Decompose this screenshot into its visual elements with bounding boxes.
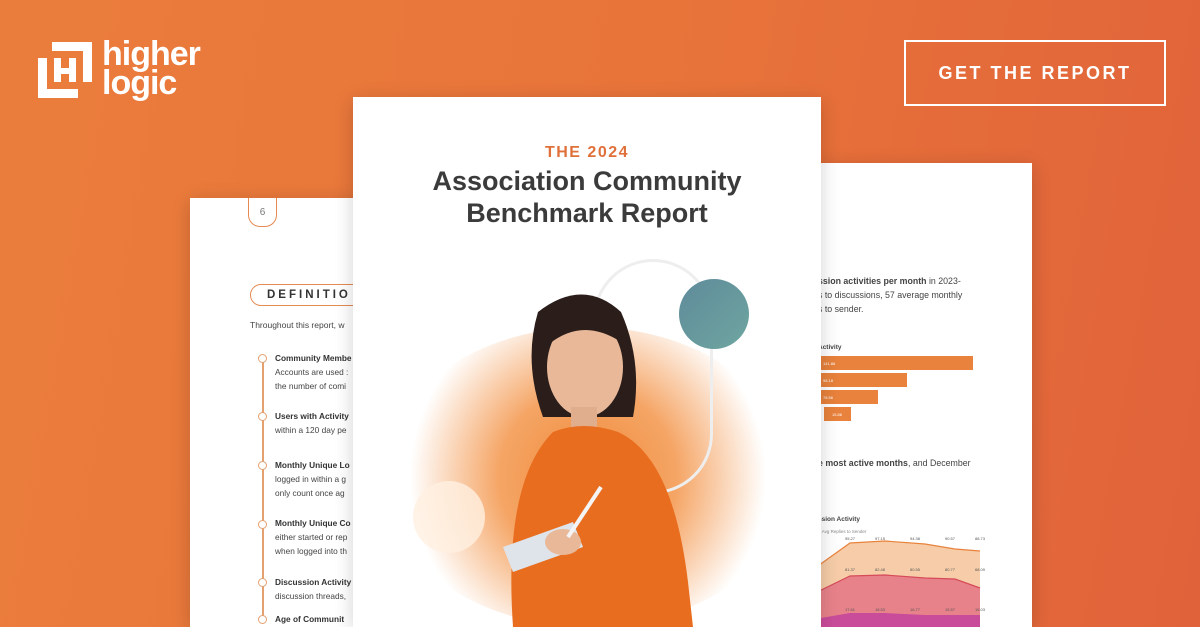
area-data-label: 95.27 <box>845 536 856 541</box>
area-data-label: 18.53 <box>875 607 886 612</box>
area-data-label: 68.09 <box>975 567 986 572</box>
timeline-dot <box>258 520 267 529</box>
area-data-label: 82.48 <box>875 567 886 572</box>
area-data-label: 17.61 <box>845 607 856 612</box>
area-data-label: 15.03 <box>975 607 986 612</box>
timeline-dot <box>258 412 267 421</box>
bar-0: 141.86 <box>815 356 973 370</box>
bar-3: 15.86 <box>824 407 851 421</box>
area-data-label: 88.73 <box>975 536 986 541</box>
timeline-dot <box>258 461 267 470</box>
definition-item: Community Membe Accounts are used : the nu… <box>275 353 352 391</box>
bar-2: 78.56 <box>815 390 879 404</box>
paragraph-1: ssion activities per month in 2023- s to … <box>818 276 963 314</box>
timeline-dot <box>258 615 267 624</box>
cover-eyebrow: THE 2024 <box>544 144 630 161</box>
area-data-label: 80.77 <box>945 567 956 572</box>
area-data-label: 81.37 <box>845 567 856 572</box>
higher-logic-logo: higher logic <box>36 35 201 102</box>
report-page-discussion-activity: ssion activities per month in 2023- s to … <box>815 163 1032 627</box>
definition-item: Monthly Unique Co either started or rep wh… <box>275 518 351 556</box>
page-number: 6 <box>248 198 277 227</box>
higher-logic-logo-mark-icon <box>38 42 92 98</box>
area-series-bottom <box>815 613 980 627</box>
woman-with-tablet-photo <box>503 294 693 627</box>
area-data-label: 16.77 <box>910 607 921 612</box>
cream-circle <box>413 481 485 553</box>
definition-item: Discussion Activity discussion threads, <box>275 577 352 601</box>
definition-item: Age of Communit <box>275 614 345 624</box>
logo-text-line1: higher <box>102 35 201 73</box>
bar-chart-title: Activity <box>818 344 842 351</box>
section-heading: DEFINITIO <box>250 284 360 306</box>
timeline-line <box>262 358 264 623</box>
definition-item: Monthly Unique Lo logged in within a g onl… <box>275 460 350 498</box>
timeline-dot <box>258 578 267 587</box>
area-data-label: 90.57 <box>945 536 956 541</box>
area-chart-title: ssion Activity <box>818 516 861 523</box>
teal-circle <box>679 279 749 349</box>
area-data-label: 15.57 <box>945 607 956 612</box>
intro-text: Throughout this report, w <box>250 320 345 330</box>
area-data-label: 97.15 <box>875 536 886 541</box>
definition-item: Users with Activity within a 120 day pe <box>275 411 349 435</box>
get-the-report-button[interactable]: GET THE REPORT <box>904 40 1166 106</box>
paragraph-2: e most active months, and December <box>818 458 971 468</box>
logo-text-line2: logic <box>102 64 177 102</box>
report-cover: THE 2024 Association Community Benchmark … <box>353 97 821 627</box>
cover-title: Association Community Benchmark Report <box>432 166 742 228</box>
area-data-label: 94.38 <box>910 536 921 541</box>
area-data-label: 80.55 <box>910 567 921 572</box>
timeline-dot <box>258 354 267 363</box>
report-page-definitions: 6 DEFINITIO Throughout this report, w Co… <box>190 198 360 627</box>
area-chart: 95.27 97.15 94.38 90.57 88.73 81.37 82.48 80.55… <box>815 536 986 627</box>
bar-1: 98.18 <box>815 373 907 387</box>
